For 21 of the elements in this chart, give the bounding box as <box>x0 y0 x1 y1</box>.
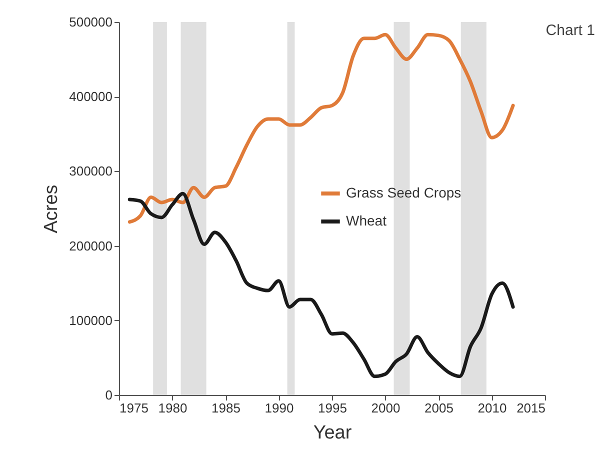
y-tick-label: 0 <box>105 388 112 402</box>
x-tick-label: 1980 <box>158 400 188 416</box>
legend-label: Wheat <box>346 212 387 228</box>
x-tick-label: 1990 <box>264 400 294 416</box>
line-series <box>128 32 515 224</box>
y-axis-title: Acres <box>41 184 62 234</box>
x-tick-label: 1985 <box>212 400 240 416</box>
x-tick-label: 2010 <box>478 400 507 416</box>
x-tick-label: 2000 <box>371 400 400 416</box>
y-tick-label: 200000 <box>69 238 112 254</box>
x-tick-label: 1995 <box>318 400 347 416</box>
y-tick-label: 100000 <box>69 312 112 328</box>
y-tick-label: 400000 <box>69 89 112 104</box>
x-tick-label: 2005 <box>424 400 454 416</box>
caption: Chart 1 <box>546 22 595 39</box>
y-tick-label: 500000 <box>69 14 112 30</box>
x-tick-label: 1975 <box>120 400 148 416</box>
x-tick-label: 2015 <box>516 400 546 416</box>
legend-label: Grass Seed Crops <box>346 184 462 200</box>
y-tick-label: 300000 <box>69 164 112 179</box>
x-axis-title: Year <box>313 422 352 444</box>
